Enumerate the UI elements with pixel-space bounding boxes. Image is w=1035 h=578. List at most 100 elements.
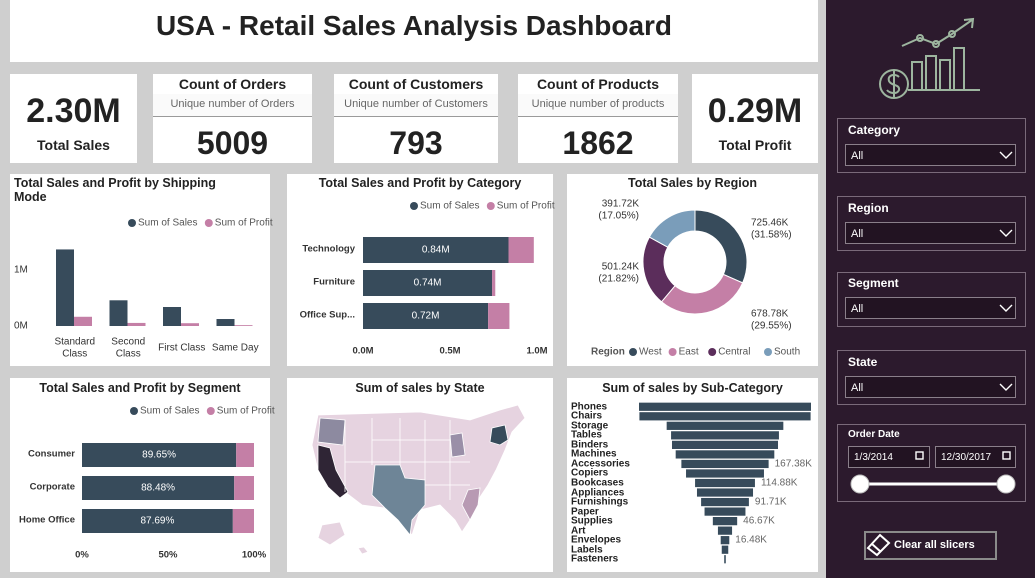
kpi-card xyxy=(518,74,678,163)
value-label: 114.88K xyxy=(760,477,798,489)
category-label: Binders xyxy=(571,439,609,451)
dropdown[interactable]: All xyxy=(845,222,1016,244)
kpi-value: 1862 xyxy=(562,125,634,161)
bar xyxy=(56,249,74,326)
funnel-bar xyxy=(639,402,811,411)
donut-slice xyxy=(642,236,676,303)
kpi-value: 0.29M xyxy=(707,92,803,130)
value-label: 87.69% xyxy=(140,515,175,527)
sales-icon xyxy=(879,17,980,99)
legend-label: Sum of Profit xyxy=(214,217,273,229)
clear-button[interactable] xyxy=(864,531,997,560)
bar xyxy=(109,300,128,326)
bar-segment xyxy=(492,270,496,296)
funnel-bar xyxy=(639,412,811,421)
bar-segment xyxy=(82,443,237,467)
legend-swatch xyxy=(128,219,136,227)
kpi-card xyxy=(153,74,312,163)
legend-swatch xyxy=(130,407,138,415)
kpi-subtitle-strip xyxy=(334,94,498,117)
funnel-bar xyxy=(686,469,764,478)
donut-slice xyxy=(648,209,696,248)
slicer-label: Segment xyxy=(848,276,899,290)
value-label: 16.48K xyxy=(735,534,767,546)
legend-swatch xyxy=(206,407,215,415)
y-tick-label: 0M xyxy=(14,320,28,332)
x-tick-label: 100% xyxy=(241,549,267,561)
date-slider-handle[interactable] xyxy=(996,474,1016,494)
funnel-bar xyxy=(721,545,729,554)
legend-label: Sum of Sales xyxy=(140,405,200,417)
coin-symbol xyxy=(886,70,901,98)
bar xyxy=(74,316,92,326)
category-label: Supplies xyxy=(571,515,613,527)
legend-label: East xyxy=(678,346,699,358)
funnel-bar xyxy=(675,450,775,459)
legend-label: South xyxy=(774,346,801,358)
category-label: Appliances xyxy=(571,486,625,498)
slicer-label: Order Date xyxy=(848,429,900,440)
kpi-subtitle-strip xyxy=(153,94,312,117)
chart-panel xyxy=(10,174,270,366)
dropdown[interactable]: All xyxy=(845,297,1016,319)
value-label: 0.72M xyxy=(411,310,440,322)
icon-dot xyxy=(916,34,924,42)
dropdown[interactable]: All xyxy=(845,144,1016,166)
kpi-subtitle-strip xyxy=(518,94,678,117)
x-tick-label: 0% xyxy=(75,549,89,561)
value-label: 0.84M xyxy=(421,244,450,256)
bar-segment xyxy=(488,303,510,329)
map-state xyxy=(317,417,346,446)
icon-dot xyxy=(948,30,956,38)
category-label: Fasteners xyxy=(571,553,619,565)
funnel-bar xyxy=(704,507,746,516)
category-label: Furnishings xyxy=(571,496,629,508)
legend-label: Sum of Sales xyxy=(420,200,480,212)
icon-dot xyxy=(932,40,940,48)
y-tick-label: Consumer xyxy=(28,448,75,460)
legend-label: West xyxy=(639,346,662,358)
chart-panel xyxy=(567,174,818,366)
bar-segment xyxy=(363,270,493,296)
date-slider-handle[interactable] xyxy=(850,474,870,494)
category-label: Chairs xyxy=(571,410,603,422)
value-label: 88.48% xyxy=(141,482,176,494)
chart-title: Total Sales and Profit by Category xyxy=(318,176,522,190)
slicer xyxy=(837,350,1026,405)
funnel-bar xyxy=(681,459,769,469)
x-tick-label: Same Day xyxy=(211,342,259,354)
map-state xyxy=(371,464,426,536)
kpi-title: Count of Products xyxy=(536,76,660,92)
bar-segment xyxy=(363,237,509,263)
chart-title: Total Sales and Profit by Shipping Mode xyxy=(14,176,216,205)
icon-bar xyxy=(911,61,923,91)
bar xyxy=(216,319,235,326)
y-tick-label: Office Sup... xyxy=(299,309,355,321)
y-tick-label: Home Office xyxy=(19,514,75,526)
category-label: Phones xyxy=(571,401,608,412)
map-state xyxy=(461,487,481,521)
map-state xyxy=(489,424,509,446)
button-label[interactable]: Clear all slicers xyxy=(894,539,975,551)
kpi-card xyxy=(10,74,137,163)
chevrons xyxy=(915,151,1013,460)
category-label: Bookcases xyxy=(571,477,624,489)
data-label: 501.24K (21.82%) xyxy=(598,261,639,285)
bar-segment xyxy=(508,237,534,263)
legend-label: Sum of Profit xyxy=(216,405,275,417)
category-label: Storage xyxy=(571,420,609,432)
bar xyxy=(234,325,253,326)
legend-label: Central xyxy=(718,346,751,358)
bar-segment xyxy=(232,509,254,533)
slicer xyxy=(837,196,1026,251)
y-tick-label: Technology xyxy=(302,243,355,255)
kpi-value: 793 xyxy=(389,125,443,161)
y-tick-label: Corporate xyxy=(29,481,75,493)
date-input[interactable]: 12/30/2017 xyxy=(935,446,1016,468)
dropdown[interactable]: All xyxy=(845,376,1016,398)
chevron xyxy=(999,383,1013,391)
bar-segment xyxy=(234,476,254,500)
date-input[interactable]: 1/3/2014 xyxy=(848,446,930,468)
funnel-bar xyxy=(695,478,755,488)
